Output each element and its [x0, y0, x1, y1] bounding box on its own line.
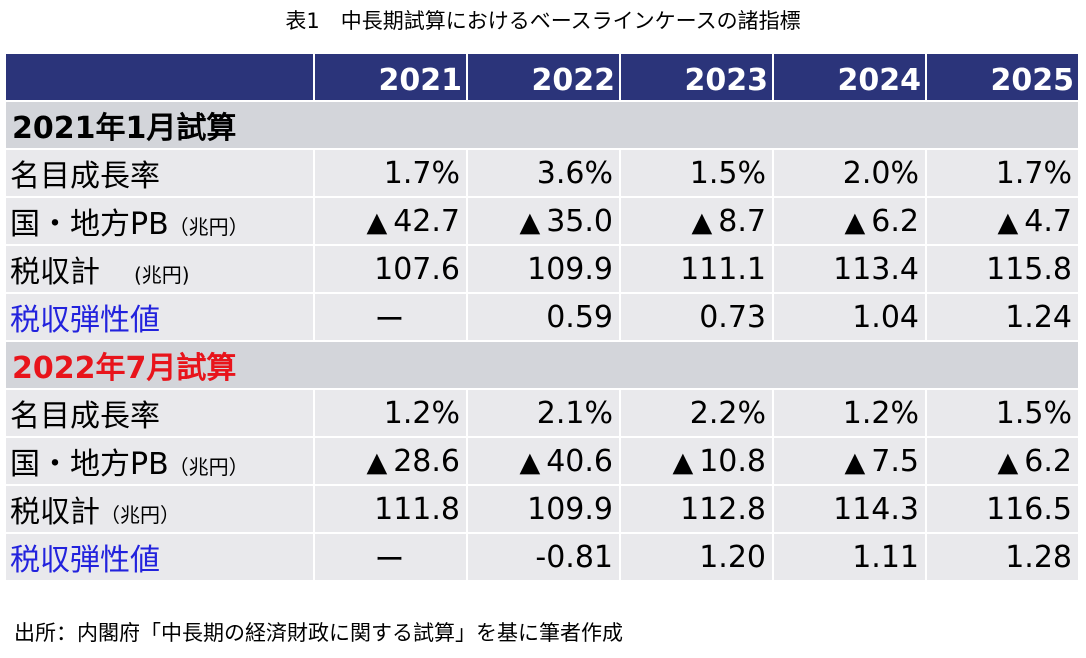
table-cell: 109.9 [468, 246, 621, 294]
triangle-icon: ▲ [844, 206, 866, 238]
table-cell: ー [315, 294, 468, 342]
table-row: 名目成長率 1.7% 3.6% 1.5% 2.0% 1.7% [6, 150, 1080, 198]
row-label-text: 国・地方PB [10, 447, 169, 482]
table-cell: 2.2% [621, 390, 774, 438]
row-label: 国・地方PB（兆円） [6, 438, 315, 486]
triangle-icon: ▲ [672, 446, 694, 478]
unit-label: （兆円） [100, 503, 180, 527]
triangle-icon: ▲ [366, 446, 388, 478]
cell-value: 28.6 [393, 443, 460, 479]
table-cell: 113.4 [774, 246, 927, 294]
row-label: 税収計（兆円） [6, 486, 315, 534]
table-cell: -0.81 [468, 534, 621, 582]
row-label: 名目成長率 [6, 150, 315, 198]
triangle-icon: ▲ [519, 446, 541, 478]
table-cell: ▲ 35.0 [468, 198, 621, 246]
row-label: 税収弾性値 [6, 534, 315, 582]
table-cell: ▲ 7.5 [774, 438, 927, 486]
row-label-text: 国・地方PB [10, 207, 169, 242]
cell-value: 8.7 [718, 203, 766, 239]
table-cell: 107.6 [315, 246, 468, 294]
table-cell: 1.2% [315, 390, 468, 438]
header-row: 2021 2022 2023 2024 2025 [6, 54, 1080, 102]
table-cell: 1.2% [774, 390, 927, 438]
row-label-text: 税収計 [10, 495, 100, 530]
triangle-icon: ▲ [997, 446, 1019, 478]
cell-value: 6.2 [871, 203, 919, 239]
row-label: 税収計 (兆円) [6, 246, 315, 294]
row-label: 国・地方PB（兆円） [6, 198, 315, 246]
cell-value: 4.7 [1024, 203, 1072, 239]
cell-value: 42.7 [393, 203, 460, 239]
year-header: 2023 [621, 54, 774, 102]
table-cell: 2.1% [468, 390, 621, 438]
year-header: 2022 [468, 54, 621, 102]
table-cell: 1.04 [774, 294, 927, 342]
source-note: 出所：内閣府「中長期の経済財政に関する試算」を基に筆者作成 [14, 621, 623, 645]
year-header: 2024 [774, 54, 927, 102]
table-row: 国・地方PB（兆円） ▲ 42.7 ▲ 35.0 ▲ 8.7 ▲ 6.2 ▲ 4.7 [6, 198, 1080, 246]
indicator-table: 2021 2022 2023 2024 2025 2021年1月試算 名目成長率… [6, 54, 1080, 582]
table-cell: 1.5% [927, 390, 1080, 438]
table-cell: 1.7% [315, 150, 468, 198]
unit-label: （兆円） [168, 215, 249, 239]
row-label-text: 税収計 [10, 255, 100, 290]
table-row: 税収計 (兆円) 107.6 109.9 111.1 113.4 115.8 [6, 246, 1080, 294]
table-title: 表1 中長期試算におけるベースラインケースの諸指標 [285, 9, 801, 33]
section-row: 2021年1月試算 [6, 102, 1080, 150]
section-heading: 2021年1月試算 [6, 102, 1080, 150]
row-label: 税収弾性値 [6, 294, 315, 342]
table-cell: 1.24 [927, 294, 1080, 342]
table-cell: 3.6% [468, 150, 621, 198]
table-row: 国・地方PB（兆円） ▲ 28.6 ▲ 40.6 ▲ 10.8 ▲ 7.5 ▲ 6.2 [6, 438, 1080, 486]
table-cell: ー [315, 534, 468, 582]
table-row: 名目成長率 1.2% 2.1% 2.2% 1.2% 1.5% [6, 390, 1080, 438]
unit-label: (兆円) [134, 263, 190, 287]
cell-value: 6.2 [1024, 443, 1072, 479]
table-cell: 114.3 [774, 486, 927, 534]
table-cell: ▲ 40.6 [468, 438, 621, 486]
table-cell: ▲ 8.7 [621, 198, 774, 246]
triangle-icon: ▲ [997, 206, 1019, 238]
section-row: 2022年7月試算 [6, 342, 1080, 390]
section-heading: 2022年7月試算 [6, 342, 1080, 390]
table-cell: 109.9 [468, 486, 621, 534]
table-cell: 115.8 [927, 246, 1080, 294]
header-blank-cell [6, 54, 315, 102]
table-cell: 112.8 [621, 486, 774, 534]
cell-value: 7.5 [871, 443, 919, 479]
table-cell: 1.5% [621, 150, 774, 198]
table-cell: ▲ 6.2 [774, 198, 927, 246]
triangle-icon: ▲ [366, 206, 388, 238]
year-header: 2025 [927, 54, 1080, 102]
table-row: 税収計（兆円） 111.8 109.9 112.8 114.3 116.5 [6, 486, 1080, 534]
cell-value: 35.0 [546, 203, 613, 239]
row-label: 名目成長率 [6, 390, 315, 438]
unit-label: （兆円） [168, 455, 249, 479]
table-row: 税収弾性値 ー -0.81 1.20 1.11 1.28 [6, 534, 1080, 582]
triangle-icon: ▲ [691, 206, 713, 238]
table-cell: ▲ 10.8 [621, 438, 774, 486]
table-cell: 1.28 [927, 534, 1080, 582]
table-cell: 1.20 [621, 534, 774, 582]
table-cell: ▲ 6.2 [927, 438, 1080, 486]
table-cell: 111.8 [315, 486, 468, 534]
cell-value: 40.6 [546, 443, 613, 479]
table-cell: 1.11 [774, 534, 927, 582]
table-cell: ▲ 42.7 [315, 198, 468, 246]
triangle-icon: ▲ [844, 446, 866, 478]
table-cell: ▲ 28.6 [315, 438, 468, 486]
table-cell: 0.59 [468, 294, 621, 342]
year-header: 2021 [315, 54, 468, 102]
table-cell: ▲ 4.7 [927, 198, 1080, 246]
table-cell: 0.73 [621, 294, 774, 342]
table-cell: 2.0% [774, 150, 927, 198]
table-cell: 116.5 [927, 486, 1080, 534]
cell-value: 10.8 [699, 443, 766, 479]
table-cell: 1.7% [927, 150, 1080, 198]
triangle-icon: ▲ [519, 206, 541, 238]
table-cell: 111.1 [621, 246, 774, 294]
table-row: 税収弾性値 ー 0.59 0.73 1.04 1.24 [6, 294, 1080, 342]
